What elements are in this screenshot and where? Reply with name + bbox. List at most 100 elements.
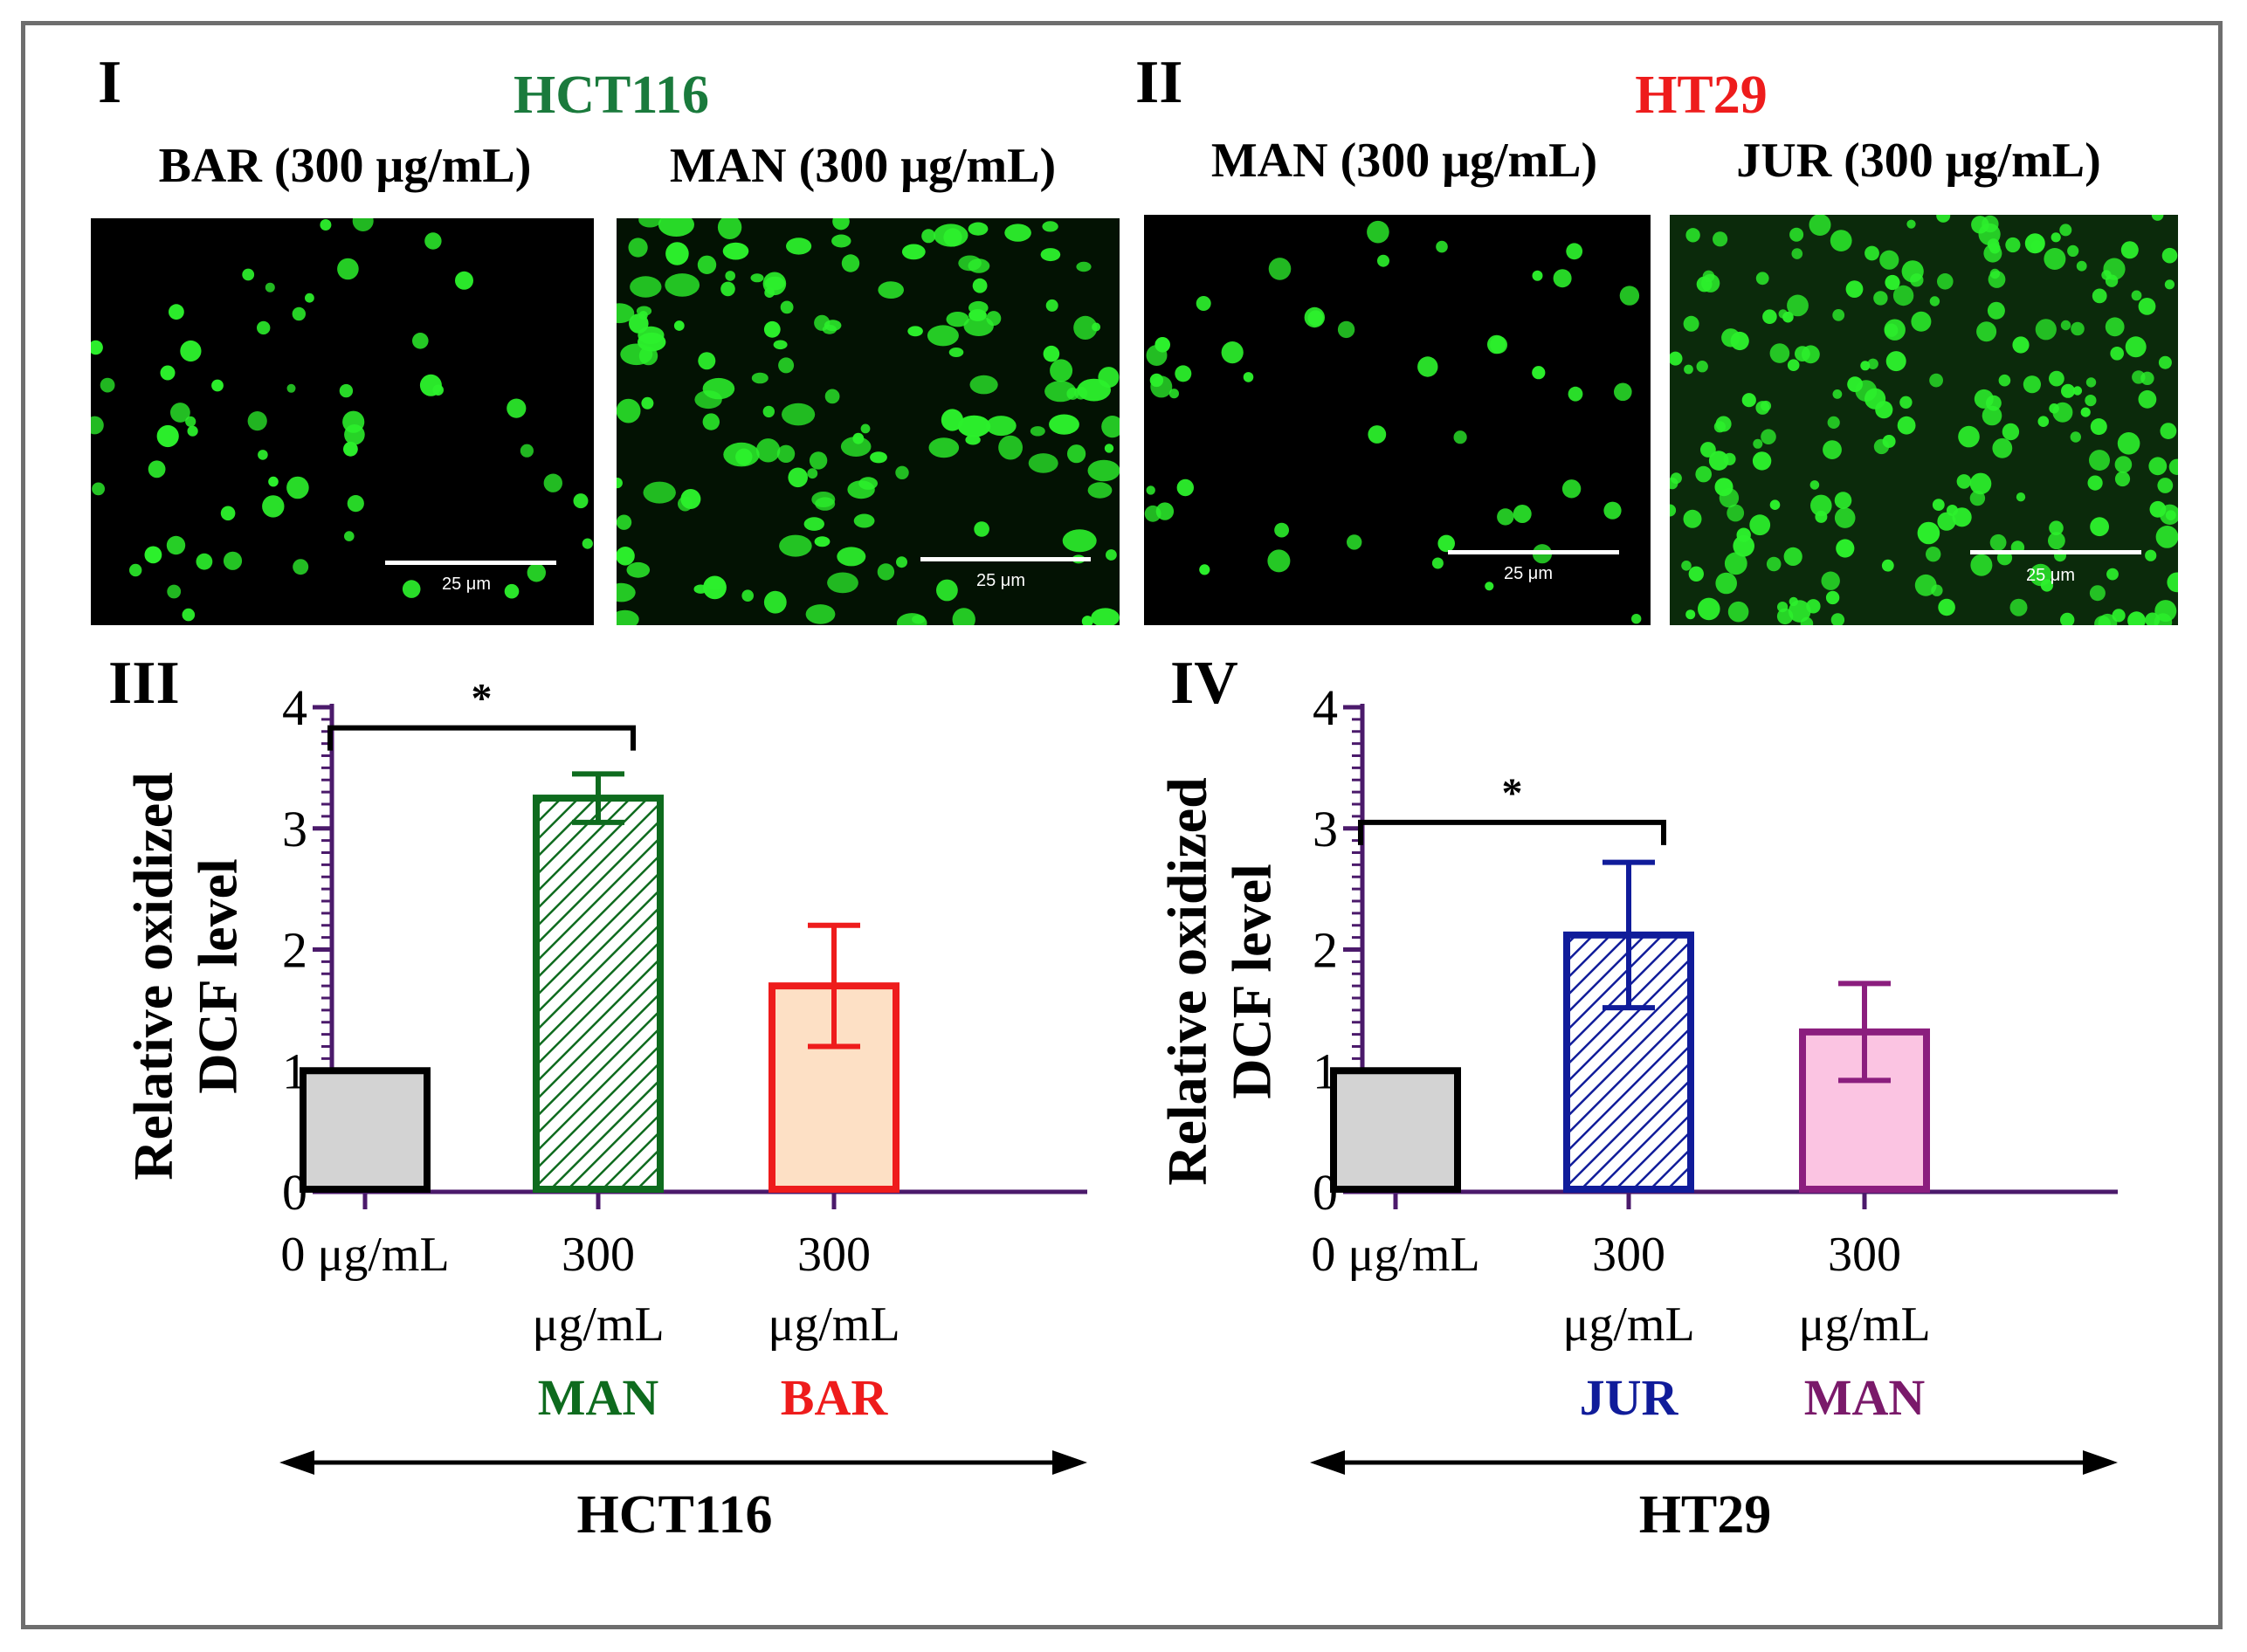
fluorescent-cell (573, 493, 589, 509)
fluorescent-cell (763, 320, 781, 338)
fluorescent-cell (1885, 274, 1900, 291)
fluorescent-cell (901, 244, 926, 260)
fluorescent-cell (1566, 243, 1583, 260)
fluorescent-cell (636, 306, 652, 316)
group-arrow-head-left (279, 1450, 314, 1475)
fluorescent-cell (1042, 221, 1058, 232)
fluorescent-cell (337, 258, 359, 280)
fluorescent-cell (1777, 602, 1789, 613)
fluorescent-cell (1155, 337, 1170, 353)
fluorescent-cell (265, 282, 275, 293)
significance-star: * (1502, 770, 1523, 816)
fluorescent-cell (2005, 237, 2021, 253)
fluorescent-cell (2155, 526, 2178, 548)
fluorescent-cell (1832, 309, 1845, 321)
fluorescent-cell (1987, 301, 2005, 320)
fluorescent-cell (1723, 452, 1736, 465)
fluorescent-cell (1532, 366, 1546, 380)
fluorescent-cell (1881, 559, 1894, 572)
fluorescent-cell (2037, 416, 2050, 427)
fluorescent-cell (1436, 240, 1448, 253)
fluorescent-cell (1917, 521, 1940, 545)
fluorescent-cell (936, 579, 958, 602)
fluorescent-cell (1929, 373, 1943, 388)
fluorescent-cell (339, 383, 354, 398)
fluorescent-cell (827, 572, 858, 594)
fluorescent-cell (2161, 247, 2178, 264)
fluorescent-cell (180, 340, 202, 362)
fluorescent-cell (840, 437, 872, 457)
fluorescent-cell (1834, 492, 1852, 509)
fluorescent-cell (697, 255, 717, 274)
category-label-line1: 300 (1828, 1228, 1901, 1282)
fluorescent-cell (2002, 423, 2020, 441)
fluorescent-cell (1969, 472, 1992, 495)
fluorescent-cell (2049, 520, 2064, 535)
fluorescent-cell (1004, 224, 1031, 242)
fluorescent-cell (1733, 535, 1754, 557)
fluorescent-cell (292, 306, 306, 321)
fluorescent-cell (2138, 389, 2157, 409)
chart3-y-axis-title: Relative oxidized DCF level (121, 772, 249, 1180)
fluorescent-cell (129, 563, 142, 577)
fluorescent-cell (643, 481, 676, 504)
fluorescent-cell (169, 304, 184, 320)
fluorescent-cell (1685, 609, 1696, 620)
y-tick-label: 3 (1313, 801, 1338, 857)
group-arrow-head-right (2083, 1450, 2118, 1475)
fluorescent-cell (1619, 286, 1640, 306)
fluorescent-cell (2103, 258, 2126, 280)
fluorescent-cell (1307, 310, 1324, 327)
fluorescent-cell (755, 438, 781, 463)
fluorescent-cell (2035, 319, 2057, 341)
ht29-title: HT29 (1635, 65, 1768, 125)
fluorescent-cell (1755, 272, 1769, 286)
fluorescent-cell (698, 352, 716, 370)
fluorescent-cell (342, 410, 365, 433)
fluorescent-cell (1062, 529, 1097, 553)
fluorescent-cell (1568, 386, 1583, 402)
fluorescent-cell (1992, 437, 2013, 458)
fluorescent-cell (907, 326, 923, 337)
fluorescent-cell (878, 281, 904, 299)
fluorescent-cell (1702, 270, 1715, 283)
fluorescent-cell (1168, 389, 1179, 399)
fluorescent-cell (895, 465, 909, 479)
fluorescent-cell (268, 476, 279, 487)
treatment-label: MAN (538, 1369, 659, 1426)
fluorescent-cell (2024, 233, 2045, 254)
fluorescent-cell (1809, 480, 1820, 490)
fluorescent-cell (91, 340, 103, 355)
fluorescent-cell (1932, 499, 1945, 511)
fluorescent-cell (741, 589, 754, 602)
fluorescent-cell (2125, 336, 2147, 358)
y-tick-label: 2 (282, 922, 307, 979)
fluorescent-cell (1670, 351, 1683, 366)
fluorescent-cell (247, 411, 267, 431)
fluorescent-cell (1437, 534, 1455, 553)
fluorescent-cell (1787, 294, 1809, 317)
micrograph-jur-ht29: 25 μm (1670, 215, 2178, 625)
fluorescent-cell (1146, 485, 1155, 495)
fluorescent-cell (1066, 387, 1079, 400)
fluorescent-cell (1769, 499, 1781, 510)
fluorescent-cell (2061, 383, 2075, 398)
fluorescent-cell (1810, 494, 1832, 517)
fluorescent-cell (1150, 375, 1173, 398)
fluorescent-cell (2085, 377, 2097, 388)
fluorescent-cell (1787, 359, 1800, 371)
fluorescent-cell (972, 278, 988, 293)
fluorescent-cell (1715, 572, 1737, 595)
fluorescent-cell (678, 496, 693, 512)
fluorescent-cell (1670, 504, 1677, 517)
fluorescent-cell (1092, 322, 1101, 332)
fluorescent-cell (617, 478, 623, 489)
fluorescent-cell (1695, 465, 1712, 483)
fluorescent-cell (832, 218, 850, 231)
fluorescent-cell (402, 580, 421, 598)
y-axis-title-line: DCF level (186, 858, 248, 1094)
fluorescent-cell (2052, 402, 2073, 423)
fluorescent-cell (837, 547, 866, 567)
fluorescent-cell (948, 348, 964, 357)
